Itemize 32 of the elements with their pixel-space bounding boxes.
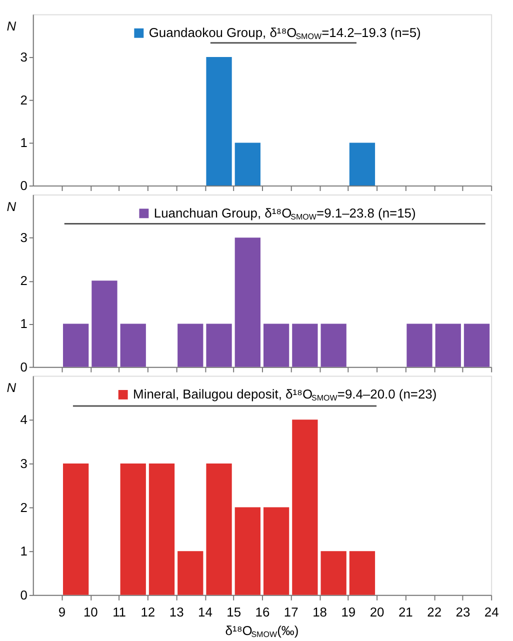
y-axis-title: N [6, 198, 17, 214]
x-tick-label: 19 [341, 604, 356, 620]
x-tick-label: 9 [58, 604, 66, 620]
y-tick-label: 2 [20, 500, 28, 515]
x-tick-label: 14 [198, 604, 212, 620]
x-tick-label: 18 [312, 604, 327, 620]
x-tick-label: 11 [112, 604, 126, 620]
x-tick-label: 12 [140, 604, 156, 620]
x-tick-label: 22 [427, 604, 442, 620]
y-tick-label: 3 [20, 230, 28, 246]
y-axis-title: N [6, 18, 17, 34]
y-tick-label: 2 [20, 273, 28, 288]
y-tick-label: 4 [20, 412, 28, 428]
y-tick-label: 1 [20, 135, 28, 150]
x-tick-label: 15 [226, 604, 242, 620]
x-tick-label: 23 [456, 604, 470, 620]
y-tick-label: 2 [20, 92, 28, 108]
x-tick-label: 13 [169, 604, 184, 620]
y-tick-label: 3 [20, 50, 28, 65]
y-tick-label: 0 [20, 587, 28, 602]
x-tick-label: 24 [484, 604, 499, 620]
y-tick-label: 3 [20, 456, 28, 471]
y-axis-title: N [6, 380, 17, 396]
x-tick-label: 16 [255, 604, 270, 620]
x-tick-label: 20 [370, 604, 384, 620]
x-tick-label: 21 [398, 604, 413, 620]
x-tick-label: 10 [83, 604, 98, 620]
y-tick-label: 0 [20, 178, 28, 194]
y-tick-label: 1 [20, 316, 28, 332]
y-tick-label: 0 [20, 359, 28, 374]
y-tick-label: 1 [20, 544, 28, 559]
x-tick-label: 17 [284, 604, 298, 620]
